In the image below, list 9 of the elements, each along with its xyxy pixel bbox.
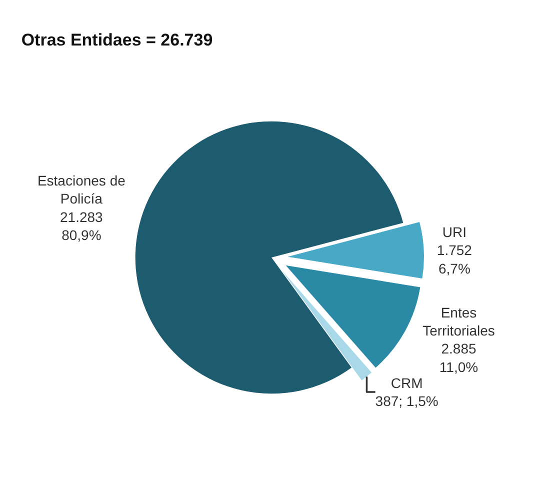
slice-label: CRM <box>390 374 423 391</box>
slice-label: URI <box>442 224 467 240</box>
chart-title: Otras Entidaes = 26.739 <box>21 30 213 50</box>
slice-label: Estaciones de Policía <box>37 172 126 207</box>
data-label: 2.885 11,0% <box>439 340 478 375</box>
data-label: 21.283 80,9% <box>60 208 104 244</box>
data-label: 387; 1,5% <box>375 393 438 410</box>
slice-label: Entes Territoriales <box>422 304 495 339</box>
data-label: 1.752 6,7% <box>436 242 472 276</box>
